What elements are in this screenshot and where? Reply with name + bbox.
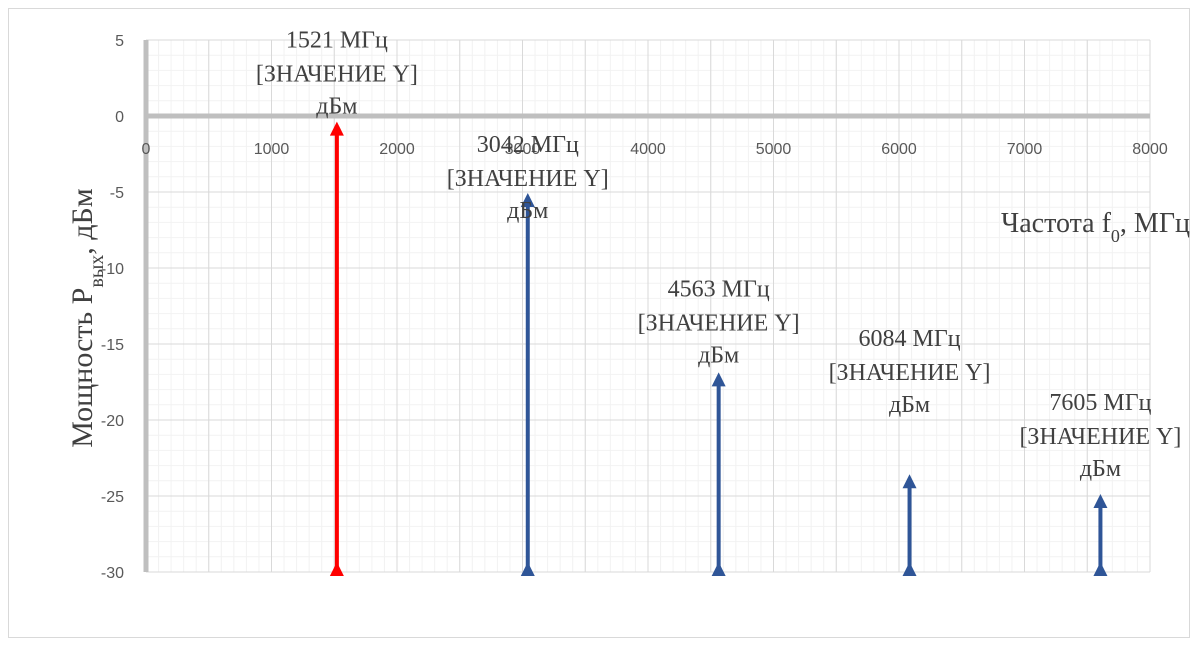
stem-base-marker <box>711 562 726 576</box>
stem-base-marker <box>902 562 917 576</box>
y-tick-label: 5 <box>115 33 124 50</box>
y-tick-label: 0 <box>115 109 124 126</box>
data-label-frequency: 6084 МГц <box>859 326 961 352</box>
data-label-value: [ЗНАЧЕНИЕ Y] <box>256 62 418 88</box>
x-tick-label: 3000 <box>505 141 541 158</box>
x-tick-label: 1000 <box>254 141 290 158</box>
axes <box>143 40 1150 572</box>
data-label-frequency: 7605 МГц <box>1049 390 1151 416</box>
stem-arrowhead <box>329 121 344 136</box>
stem-arrowhead <box>1093 494 1108 508</box>
data-label-value: [ЗНАЧЕНИЕ Y] <box>638 310 800 336</box>
data-label-frequency: 4563 МГц <box>668 276 770 302</box>
y-tick-label: -30 <box>101 565 124 582</box>
data-labels: 1521 МГц [ЗНАЧЕНИЕ Y] дБм 3042 МГц [ЗНАЧЕНИЕ… <box>256 28 1181 482</box>
stem-base-marker <box>1093 562 1108 576</box>
x-tick-label: 6000 <box>881 141 917 158</box>
x-tick-label: 4000 <box>630 141 666 158</box>
x-tick-label: 0 <box>142 141 151 158</box>
y-tick-label: -10 <box>101 261 124 278</box>
major-grid <box>145 39 1151 573</box>
y-tick-label: -25 <box>101 489 124 506</box>
axis-titles: Частота f0, МГц Мощность Pвых, дБм <box>66 188 1190 448</box>
data-label-frequency: 3042 МГц <box>477 132 579 158</box>
data-label-value: [ЗНАЧЕНИЕ Y] <box>829 360 991 386</box>
x-tick-label: 5000 <box>756 141 792 158</box>
x-tick-label: 7000 <box>1007 141 1043 158</box>
data-label-unit: дБм <box>316 94 357 120</box>
y-tick-label: -15 <box>101 337 124 354</box>
data-label-unit: дБм <box>507 198 548 224</box>
data-label-unit: дБм <box>889 392 930 418</box>
stem-base-marker <box>520 562 535 576</box>
chart-frame <box>8 8 1190 638</box>
y-axis-title: Мощность Pвых, дБм <box>66 188 108 448</box>
x-tick-label: 2000 <box>379 141 415 158</box>
stem-base-marker <box>329 562 344 576</box>
stem-arrowhead <box>520 193 535 208</box>
data-label-frequency: 1521 МГц <box>286 28 388 54</box>
tick-labels: 5 0 -5 -10 -15 -20 -25 -30 0 1000 2000 3000 4000 5000… <box>101 33 1168 582</box>
x-tick-label: 8000 <box>1132 141 1168 158</box>
data-label-value: [ЗНАЧЕНИЕ Y] <box>447 166 609 192</box>
data-label-unit: дБм <box>1080 456 1121 482</box>
x-axis-title: Частота f0, МГц <box>1001 208 1190 246</box>
y-tick-label: -5 <box>110 185 124 202</box>
stem-arrowhead <box>711 372 726 387</box>
data-label-unit: дБм <box>698 342 739 368</box>
stem-arrowhead <box>902 474 917 489</box>
y-tick-label: -20 <box>101 413 124 430</box>
data-label-value: [ЗНАЧЕНИЕ Y] <box>1019 424 1181 450</box>
stems <box>329 121 1108 576</box>
